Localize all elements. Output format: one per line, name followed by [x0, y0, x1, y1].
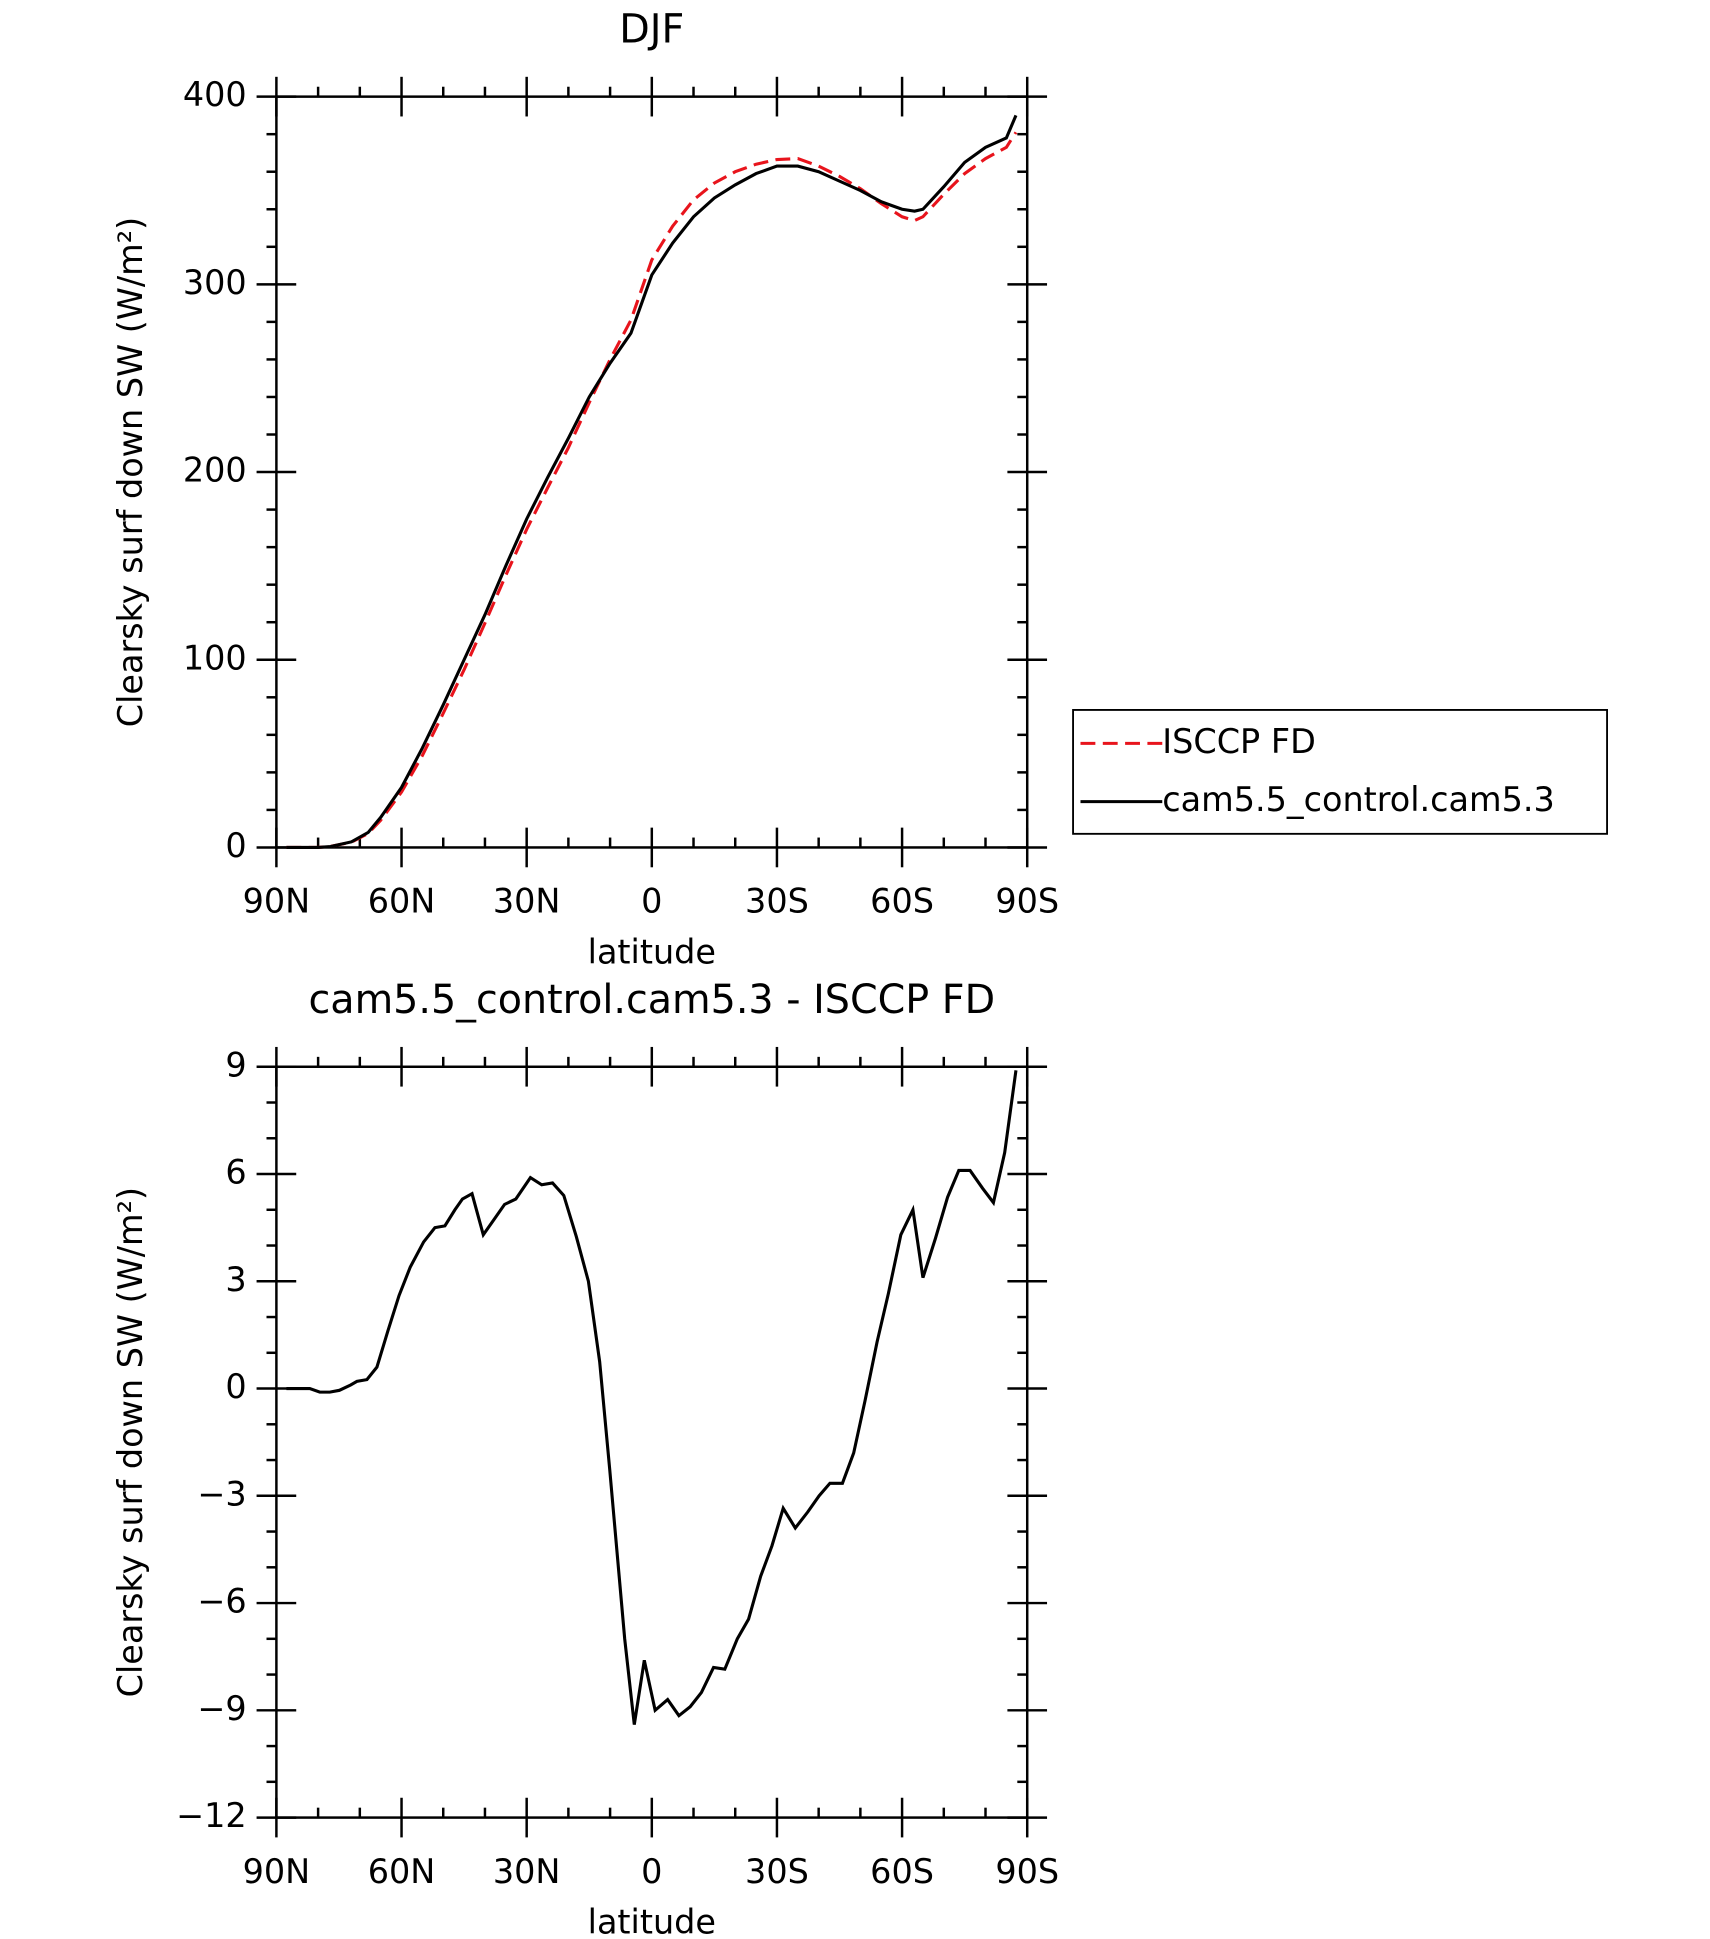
y-tick-label: 0 — [225, 826, 246, 865]
x-tick-label: 60S — [870, 882, 934, 921]
y-tick-label: −9 — [197, 1689, 246, 1728]
y-axis-label: Clearsky surf down SW (W/m²) — [111, 1187, 150, 1697]
y-tick-label: 100 — [183, 638, 247, 677]
y-axis-label: Clearsky surf down SW (W/m²) — [111, 217, 150, 727]
y-tick-label: 9 — [225, 1045, 246, 1084]
legend-box — [1072, 709, 1608, 835]
x-axis-label: latitude — [588, 933, 716, 972]
x-tick-label: 30S — [745, 882, 809, 921]
x-tick-label: 60N — [368, 882, 436, 921]
x-tick-label: 30N — [493, 1852, 561, 1891]
x-tick-label: 90N — [243, 1852, 311, 1891]
x-tick-label: 60S — [870, 1852, 934, 1891]
x-tick-label: 30N — [493, 882, 561, 921]
legend-label: cam5.5_control.cam5.3 — [1162, 780, 1555, 819]
y-tick-label: 3 — [225, 1260, 246, 1299]
series-line — [286, 114, 1018, 850]
y-tick-label: 300 — [183, 263, 247, 302]
series-line — [286, 131, 1018, 850]
y-tick-label: 0 — [225, 1367, 246, 1406]
x-tick-label: 30S — [745, 1852, 809, 1891]
y-tick-label: −12 — [176, 1796, 247, 1835]
x-tick-label: 90S — [995, 882, 1059, 921]
legend-label: ISCCP FD — [1162, 722, 1316, 761]
y-tick-label: −3 — [197, 1474, 246, 1513]
x-tick-label: 90S — [995, 1852, 1059, 1891]
x-tick-label: 90N — [243, 882, 311, 921]
y-tick-label: 400 — [183, 75, 247, 114]
series-line — [286, 1070, 1018, 1725]
x-tick-label: 0 — [641, 1852, 662, 1891]
chart-title: cam5.5_control.cam5.3 - ISCCP FD — [309, 977, 996, 1023]
x-tick-label: 0 — [641, 882, 662, 921]
plot-frame — [275, 95, 1029, 849]
y-tick-label: 6 — [225, 1153, 246, 1192]
plot-frame — [275, 1065, 1029, 1819]
x-tick-label: 60N — [368, 1852, 436, 1891]
y-tick-label: −6 — [197, 1582, 246, 1621]
x-axis-label: latitude — [588, 1903, 716, 1939]
chart-title: DJF — [619, 7, 684, 53]
y-tick-label: 200 — [183, 451, 247, 490]
